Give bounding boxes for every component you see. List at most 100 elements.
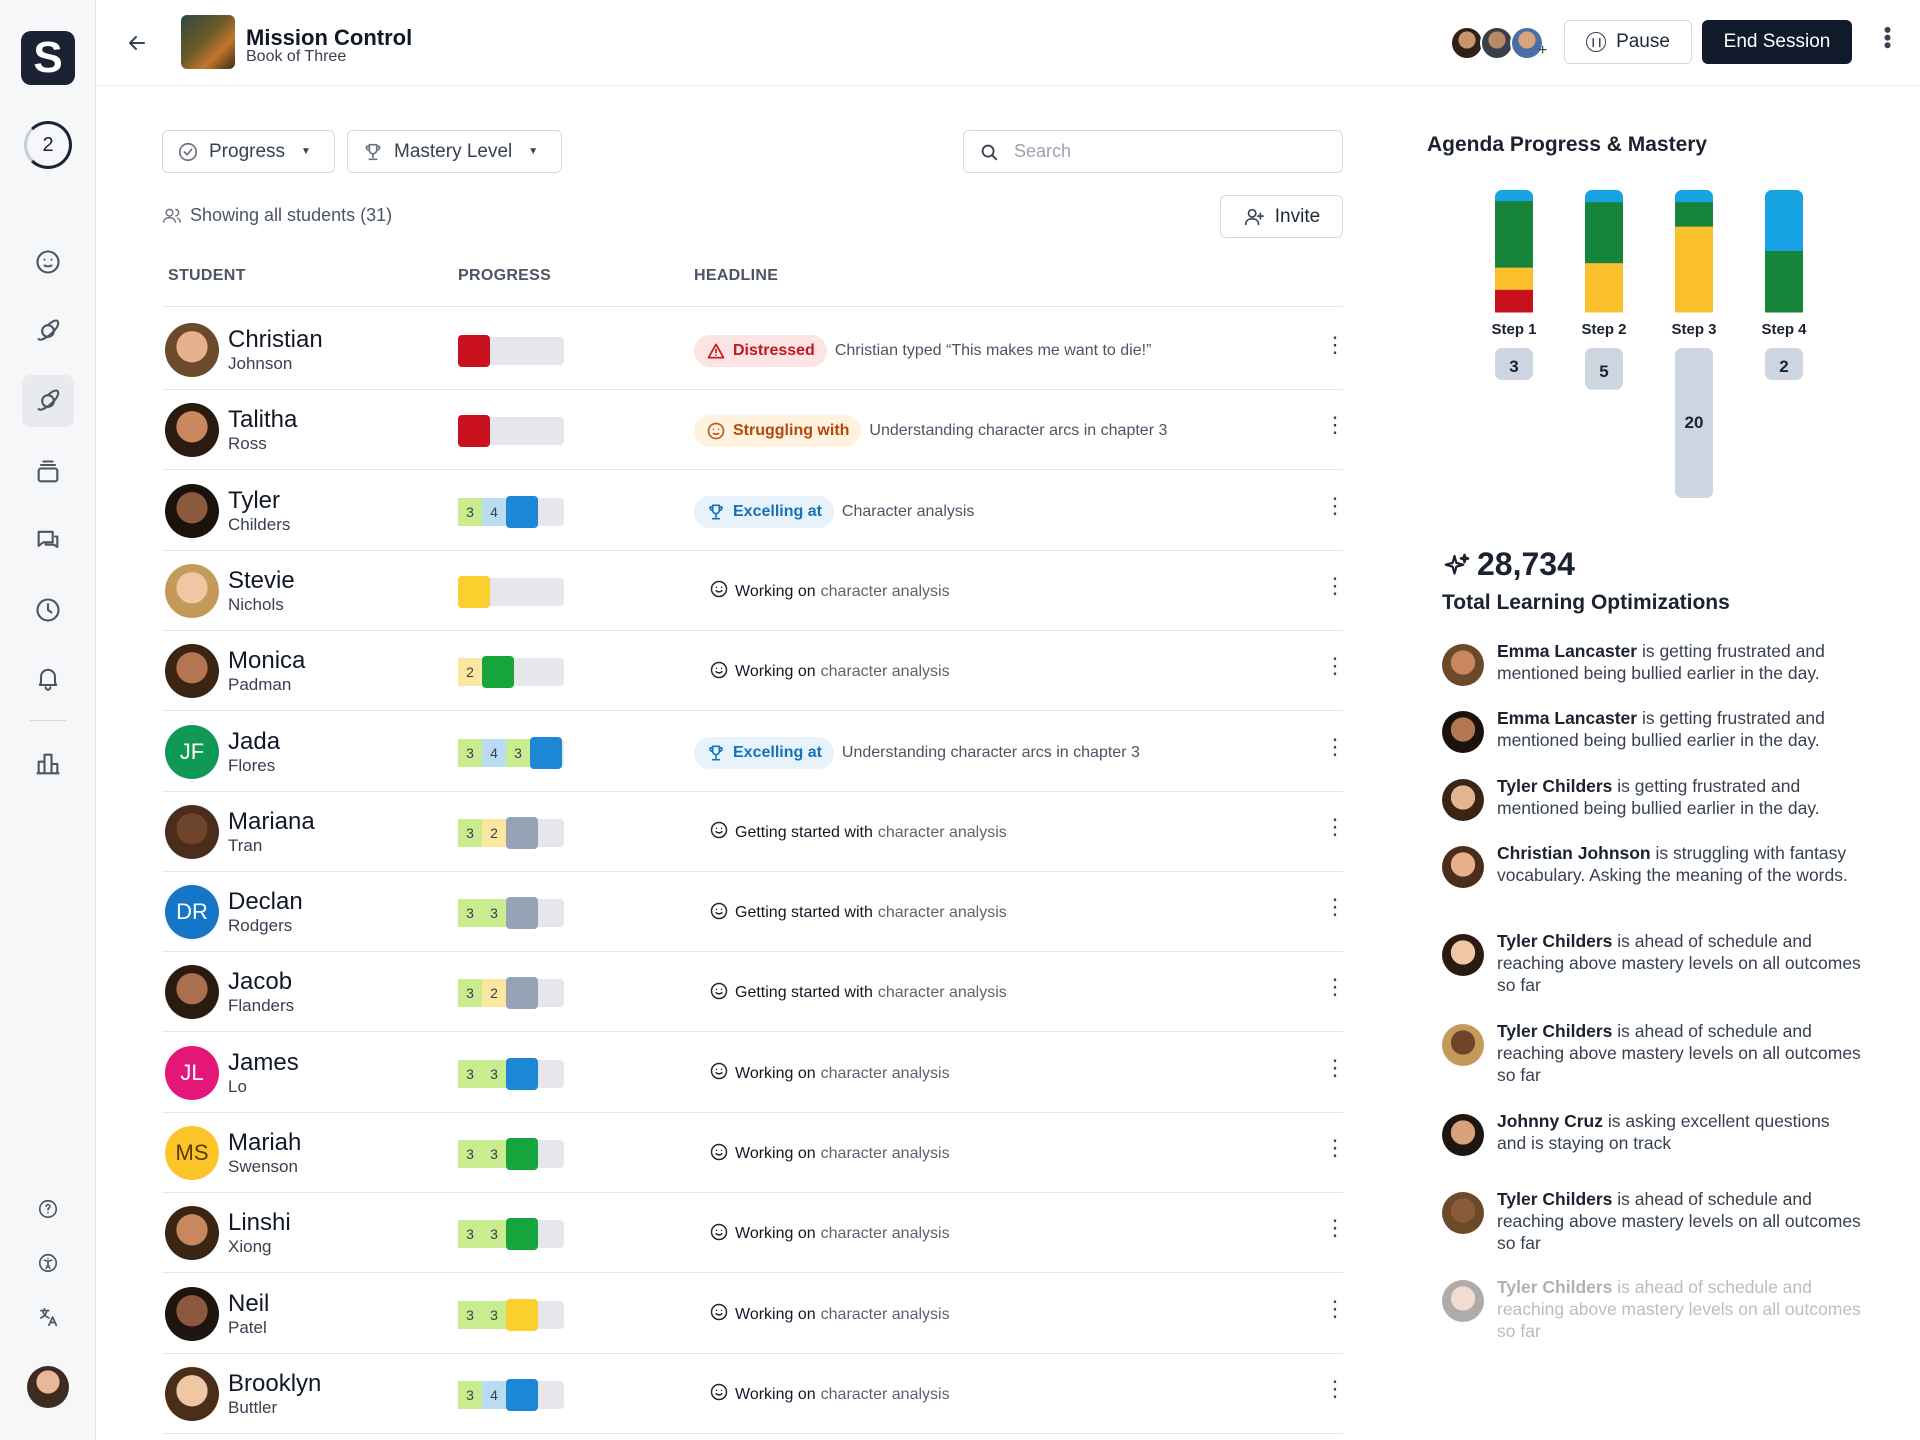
accessibility-icon[interactable] — [26, 1241, 70, 1285]
table-row[interactable]: Christian Johnson Distressed Christian type… — [162, 310, 1346, 390]
search-field[interactable] — [963, 130, 1343, 173]
history-icon[interactable] — [26, 588, 70, 632]
row-menu-icon[interactable]: ⋮ — [1324, 1135, 1346, 1160]
row-menu-icon[interactable]: ⋮ — [1324, 332, 1346, 357]
row-menu-icon[interactable]: ⋮ — [1324, 653, 1346, 679]
app-logo[interactable]: S — [21, 31, 75, 85]
mastery-filter[interactable]: Mastery Level ▼ — [347, 130, 562, 173]
student-first-name[interactable]: Monica — [228, 647, 306, 675]
table-row[interactable]: Monica Padman 2 Working on character analysi… — [162, 631, 1346, 712]
bell-icon[interactable] — [26, 656, 70, 700]
chart-icon[interactable] — [26, 742, 70, 786]
table-row[interactable]: Tyler Childers 3 4 Excelling at Character ana… — [162, 471, 1346, 551]
student-first-name[interactable]: Neil — [228, 1289, 270, 1317]
avatar[interactable] — [1510, 26, 1544, 60]
feed-item[interactable]: Johnny Cruz is asking excellent question… — [1442, 1110, 1862, 1156]
feed-item[interactable]: Tyler Childers is ahead of schedule and … — [1442, 1276, 1862, 1342]
student-count-bar[interactable] — [1495, 348, 1533, 380]
table-row[interactable]: Stevie Nichols Working on character analysi… — [162, 551, 1346, 631]
search-input[interactable] — [1014, 141, 1314, 162]
row-menu-icon[interactable]: ⋮ — [1324, 572, 1346, 598]
help-icon[interactable] — [26, 1187, 70, 1231]
student-count-bar[interactable] — [1675, 348, 1713, 498]
stack-icon[interactable] — [26, 450, 70, 494]
student-first-name[interactable]: Stevie — [228, 566, 295, 594]
student-first-name[interactable]: Tyler — [228, 486, 281, 514]
invite-button[interactable]: Invite — [1220, 195, 1343, 238]
translate-icon[interactable] — [26, 1295, 70, 1339]
feed-item[interactable]: Emma Lancaster is getting frustrated and… — [1442, 640, 1862, 686]
student-first-name[interactable]: Mariana — [228, 807, 315, 835]
feed-item[interactable]: Christian Johnson is struggling with fan… — [1442, 842, 1862, 888]
student-first-name[interactable]: Linshi — [228, 1209, 291, 1237]
chat-icon[interactable] — [26, 518, 70, 562]
table-row[interactable]: Mariana Tran 3 2 Getting started with charact… — [162, 792, 1346, 872]
feed-item[interactable]: Tyler Childers is getting frustrated and… — [1442, 775, 1862, 821]
student-first-name[interactable]: Christian — [228, 326, 323, 353]
avatar[interactable] — [165, 403, 219, 458]
avatar[interactable] — [165, 965, 219, 1020]
row-menu-icon[interactable]: ⋮ — [1324, 733, 1346, 759]
student-count-bar[interactable] — [1765, 348, 1803, 380]
row-menu-icon[interactable]: ⋮ — [1324, 412, 1346, 438]
emoji-icon[interactable] — [26, 240, 70, 284]
row-menu-icon[interactable]: ⋮ — [1324, 813, 1346, 839]
avatar[interactable] — [165, 483, 219, 538]
student-first-name[interactable]: Jacob — [228, 968, 293, 996]
row-menu-icon[interactable]: ⋮ — [1324, 1295, 1346, 1321]
table-row[interactable]: Neil Patel 3 3 Working on character analysis ⋮ — [162, 1274, 1346, 1354]
table-row[interactable]: MS Mariah Swenson 3 3 Working on character ana… — [162, 1113, 1346, 1193]
user-avatar[interactable] — [27, 1366, 69, 1408]
status-badge[interactable]: Distressed — [694, 335, 827, 367]
avatar[interactable] — [165, 644, 219, 699]
feed-item[interactable]: Tyler Childers is ahead of schedule and … — [1442, 1020, 1862, 1086]
add-participant-icon[interactable]: + — [1538, 42, 1548, 59]
feed-item[interactable]: Tyler Childers is ahead of schedule and … — [1442, 930, 1862, 996]
more-options-icon[interactable]: ••• — [1875, 26, 1900, 50]
student-first-name[interactable]: Jada — [228, 727, 281, 755]
avatar[interactable] — [165, 1206, 219, 1261]
row-menu-icon[interactable]: ⋮ — [1324, 1375, 1346, 1401]
status-badge[interactable]: Excelling at — [694, 495, 834, 528]
student-first-name[interactable]: Brooklyn — [228, 1369, 322, 1397]
student-first-name[interactable]: Declan — [228, 888, 303, 916]
avatar[interactable] — [1480, 26, 1514, 60]
avatar[interactable]: MS — [165, 1126, 219, 1180]
avatar[interactable] — [1450, 26, 1484, 60]
table-row[interactable]: JF Jada Flores 3 4 3 Excelling at Understanding… — [162, 712, 1346, 792]
row-menu-icon[interactable]: ⋮ — [1324, 1215, 1346, 1241]
row-menu-icon[interactable]: ⋮ — [1324, 894, 1346, 920]
row-menu-icon[interactable]: ⋮ — [1324, 974, 1346, 1000]
student-first-name[interactable]: James — [228, 1048, 299, 1076]
table-row[interactable]: Brooklyn Buttler 3 4 Working on character ana… — [162, 1354, 1346, 1434]
student-first-name[interactable]: Talitha — [228, 406, 298, 434]
status-badge[interactable]: Excelling at — [694, 736, 834, 769]
back-arrow-icon[interactable] — [122, 28, 152, 58]
table-row[interactable]: JL James Lo 3 3 Working on character analysis ⋮ — [162, 1033, 1346, 1113]
table-row[interactable]: DR Declan Rodgers 3 3 Getting started with cha… — [162, 872, 1346, 953]
row-menu-icon[interactable]: ⋮ — [1324, 1054, 1346, 1080]
avatar[interactable]: JF — [165, 724, 219, 779]
table-row[interactable]: Talitha Ross Struggling with Understanding … — [162, 390, 1346, 471]
avatar[interactable] — [165, 1286, 219, 1341]
avatar[interactable] — [165, 804, 219, 859]
session-step-indicator[interactable]: 2 — [24, 121, 72, 169]
row-menu-icon[interactable]: ⋮ — [1324, 492, 1346, 518]
student-first-name[interactable]: Mariah — [228, 1129, 302, 1156]
feed-item[interactable]: Emma Lancaster is getting frustrated and… — [1442, 707, 1862, 753]
planet-icon[interactable] — [26, 309, 70, 353]
status-badge[interactable]: Struggling with — [694, 415, 862, 448]
feed-item[interactable]: Tyler Childers is ahead of schedule and … — [1442, 1188, 1862, 1254]
avatar[interactable]: DR — [165, 885, 219, 940]
avatar[interactable] — [165, 563, 219, 618]
table-row[interactable]: Jacob Flanders 3 2 Getting started with chara… — [162, 952, 1346, 1033]
participant-avatars[interactable]: + — [1450, 26, 1560, 60]
avatar[interactable] — [165, 1366, 219, 1421]
table-row[interactable]: Linshi Xiong 3 3 Working on character analysi… — [162, 1193, 1346, 1274]
student-count-bar[interactable] — [1585, 348, 1623, 390]
avatar[interactable] — [165, 323, 219, 377]
planet-icon[interactable] — [22, 375, 74, 427]
progress-filter[interactable]: Progress ▼ — [162, 130, 335, 173]
avatar[interactable]: JL — [165, 1045, 219, 1100]
end-session-button[interactable]: End Session — [1702, 20, 1852, 64]
